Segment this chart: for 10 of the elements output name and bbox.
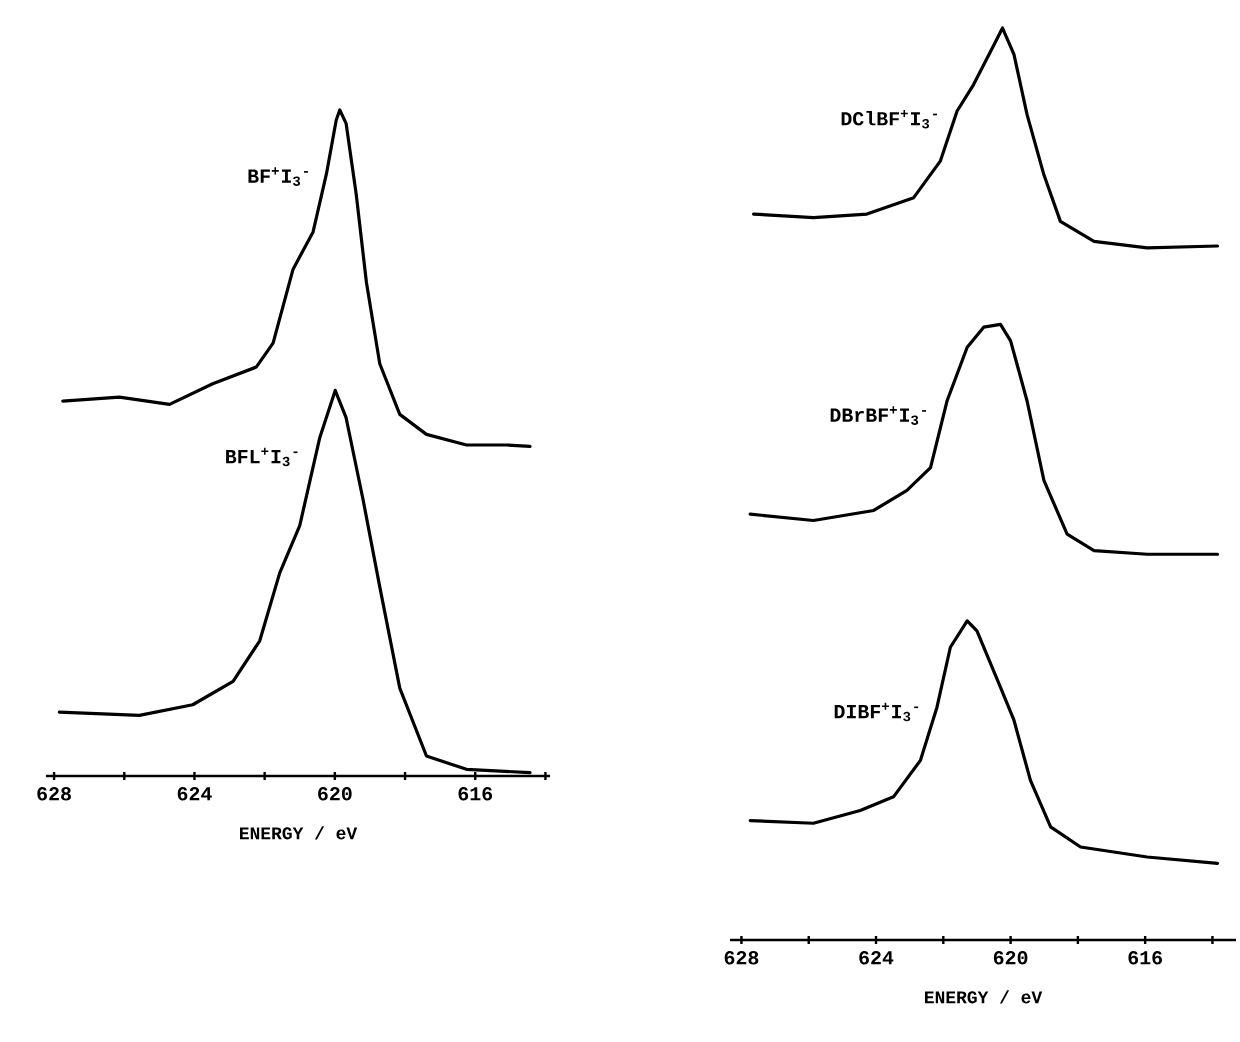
x-tick-label: 628 (724, 951, 759, 965)
x-tick-label: 620 (318, 787, 352, 801)
x-tick-label: 616 (458, 787, 493, 801)
x-axis-title: ENERGY / eV (925, 990, 1043, 1004)
x-tick-label: 616 (1128, 951, 1162, 965)
x-tick-label: 624 (859, 951, 894, 965)
x-axis-title: ENERGY / eV (240, 826, 358, 840)
x-tick-label: 620 (993, 951, 1028, 965)
x-tick-label: 624 (177, 787, 212, 801)
x-tick-label: 628 (37, 787, 71, 801)
